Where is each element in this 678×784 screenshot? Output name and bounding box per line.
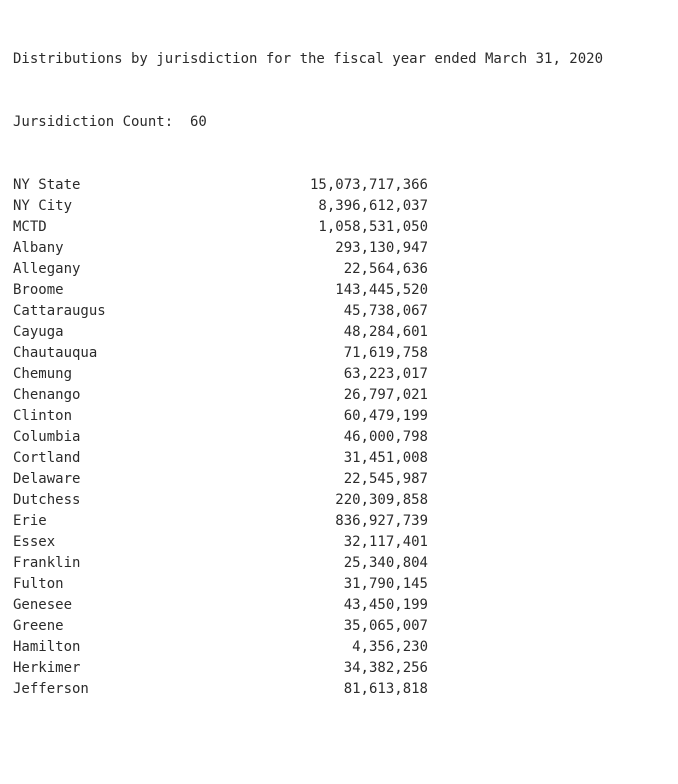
jurisdiction-row: Allegany 22,564,636 xyxy=(13,259,673,280)
jurisdiction-name: Allegany xyxy=(13,261,81,277)
jurisdiction-name: Delaware xyxy=(13,471,81,487)
distribution-amount: 22,564,636 xyxy=(343,261,428,277)
jurisdiction-name: Columbia xyxy=(13,429,81,445)
jurisdiction-name: NY State xyxy=(13,177,81,193)
cut-off-row-fragment: .. xyxy=(13,756,30,763)
jurisdiction-name: MCTD xyxy=(13,219,47,235)
distribution-amount: 31,790,145 xyxy=(343,576,428,592)
distribution-amount: 22,545,987 xyxy=(343,471,428,487)
jurisdiction-name: Cortland xyxy=(13,450,81,466)
jurisdiction-name: Greene xyxy=(13,618,64,634)
jurisdiction-row: Chautauqua 71,619,758 xyxy=(13,343,673,364)
jurisdiction-row: NY City 8,396,612,037 xyxy=(13,196,673,217)
jurisdiction-row: Fulton 31,790,145 xyxy=(13,574,673,595)
distribution-amount: 48,284,601 xyxy=(343,324,428,340)
jurisdiction-row: Chenango 26,797,021 xyxy=(13,385,673,406)
distribution-amount: 31,451,008 xyxy=(343,450,428,466)
jurisdiction-count: Jursidiction Count: 60 xyxy=(13,114,207,130)
jurisdiction-list: NY State 15,073,717,366 NY City 8,396,612,0… xyxy=(13,175,673,700)
distribution-amount: 26,797,021 xyxy=(343,387,428,403)
jurisdiction-row: Dutchess 220,309,858 xyxy=(13,490,673,511)
report-header: Distributions by jurisdiction for the fi… xyxy=(13,51,604,67)
jurisdiction-name: Fulton xyxy=(13,576,64,592)
jurisdiction-row: Genesee 43,450,199 xyxy=(13,595,673,616)
jurisdiction-name: Chenango xyxy=(13,387,81,403)
jurisdiction-row: Franklin 25,340,804 xyxy=(13,553,673,574)
jurisdiction-name: Erie xyxy=(13,513,47,529)
distribution-amount: 43,450,199 xyxy=(343,597,428,613)
distribution-amount: 60,479,199 xyxy=(343,408,428,424)
distribution-amount: 4,356,230 xyxy=(352,639,428,655)
jurisdiction-row: MCTD 1,058,531,050 xyxy=(13,217,673,238)
jurisdiction-name: Chemung xyxy=(13,366,73,382)
jurisdiction-row: Albany 293,130,947 xyxy=(13,238,673,259)
jurisdiction-name: Essex xyxy=(13,534,56,550)
jurisdiction-name: Albany xyxy=(13,240,64,256)
distribution-amount: 25,340,804 xyxy=(343,555,428,571)
jurisdiction-name: Genesee xyxy=(13,597,73,613)
jurisdiction-name: Dutchess xyxy=(13,492,81,508)
jurisdiction-name: Clinton xyxy=(13,408,73,424)
jurisdiction-name: Chautauqua xyxy=(13,345,98,361)
jurisdiction-name: Jefferson xyxy=(13,681,89,697)
distribution-amount: 8,396,612,037 xyxy=(318,198,428,214)
distribution-amount: 71,619,758 xyxy=(343,345,428,361)
jurisdiction-row: Cayuga 48,284,601 xyxy=(13,322,673,343)
jurisdiction-name: Franklin xyxy=(13,555,81,571)
jurisdiction-row: Jefferson 81,613,818 xyxy=(13,679,673,700)
distribution-amount: 32,117,401 xyxy=(343,534,428,550)
distribution-amount: 35,065,007 xyxy=(343,618,428,634)
distribution-amount: 63,223,017 xyxy=(343,366,428,382)
jurisdiction-name: Herkimer xyxy=(13,660,81,676)
cut-off-row: .. xyxy=(13,742,673,763)
jurisdiction-row: NY State 15,073,717,366 xyxy=(13,175,673,196)
jurisdiction-row: Delaware 22,545,987 xyxy=(13,469,673,490)
distribution-amount: 220,309,858 xyxy=(335,492,428,508)
distribution-amount: 46,000,798 xyxy=(343,429,428,445)
jurisdiction-row: Cattaraugus 45,738,067 xyxy=(13,301,673,322)
jurisdiction-row: Broome 143,445,520 xyxy=(13,280,673,301)
distribution-amount: 836,927,739 xyxy=(335,513,428,529)
jurisdiction-row: Clinton 60,479,199 xyxy=(13,406,673,427)
jurisdiction-row: Essex 32,117,401 xyxy=(13,532,673,553)
distribution-amount: 45,738,067 xyxy=(343,303,428,319)
jurisdiction-row: Columbia 46,000,798 xyxy=(13,427,673,448)
jurisdiction-name: Cattaraugus xyxy=(13,303,106,319)
distribution-amount: 15,073,717,366 xyxy=(309,177,428,193)
jurisdiction-row: Hamilton 4,356,230 xyxy=(13,637,673,658)
jurisdiction-name: Hamilton xyxy=(13,639,81,655)
distribution-amount: 293,130,947 xyxy=(335,240,428,256)
jurisdiction-row: Erie 836,927,739 xyxy=(13,511,673,532)
jurisdiction-name: Broome xyxy=(13,282,64,298)
distribution-amount: 143,445,520 xyxy=(335,282,428,298)
jurisdiction-row: Herkimer 34,382,256 xyxy=(13,658,673,679)
console-output: Distributions by jurisdiction for the fi… xyxy=(13,7,673,784)
distribution-amount: 34,382,256 xyxy=(343,660,428,676)
jurisdiction-name: Cayuga xyxy=(13,324,64,340)
jurisdiction-name: NY City xyxy=(13,198,73,214)
distribution-amount: 1,058,531,050 xyxy=(318,219,428,235)
distribution-amount: 81,613,818 xyxy=(343,681,428,697)
jurisdiction-row: Chemung 63,223,017 xyxy=(13,364,673,385)
jurisdiction-row: Greene 35,065,007 xyxy=(13,616,673,637)
jurisdiction-row: Cortland 31,451,008 xyxy=(13,448,673,469)
